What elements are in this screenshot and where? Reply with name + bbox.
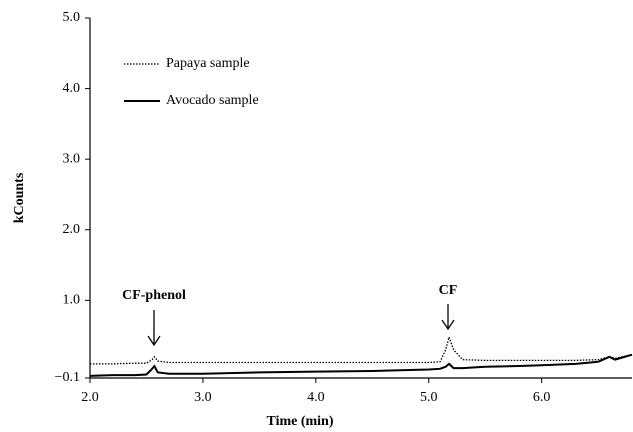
series-line: [90, 334, 633, 365]
y-tick-label: 2.0: [63, 222, 81, 237]
y-axis-label: kCounts: [12, 172, 27, 223]
x-tick-label: 5.0: [420, 390, 438, 405]
y-tick-label: 3.0: [63, 151, 81, 166]
x-tick-label: 3.0: [194, 390, 212, 405]
series-line: [89, 353, 633, 377]
legend-label: Avocado sample: [166, 93, 259, 108]
x-axis-label: Time (min): [266, 414, 333, 429]
annotation: CF-phenol: [122, 288, 186, 303]
annotation-arrow: [147, 310, 161, 347]
y-tick-label: 4.0: [63, 81, 81, 96]
annotation-arrow: [441, 304, 455, 331]
x-tick-label: 2.0: [81, 390, 99, 405]
legend-label: Papaya sample: [166, 56, 250, 71]
annotation: CF: [439, 283, 458, 298]
y-tick-label: −0.1: [55, 370, 80, 385]
y-tick-label: 5.0: [63, 10, 81, 25]
y-tick-label: 1.0: [63, 293, 81, 308]
x-tick-label: 4.0: [307, 390, 325, 405]
x-tick-label: 6.0: [533, 390, 551, 405]
